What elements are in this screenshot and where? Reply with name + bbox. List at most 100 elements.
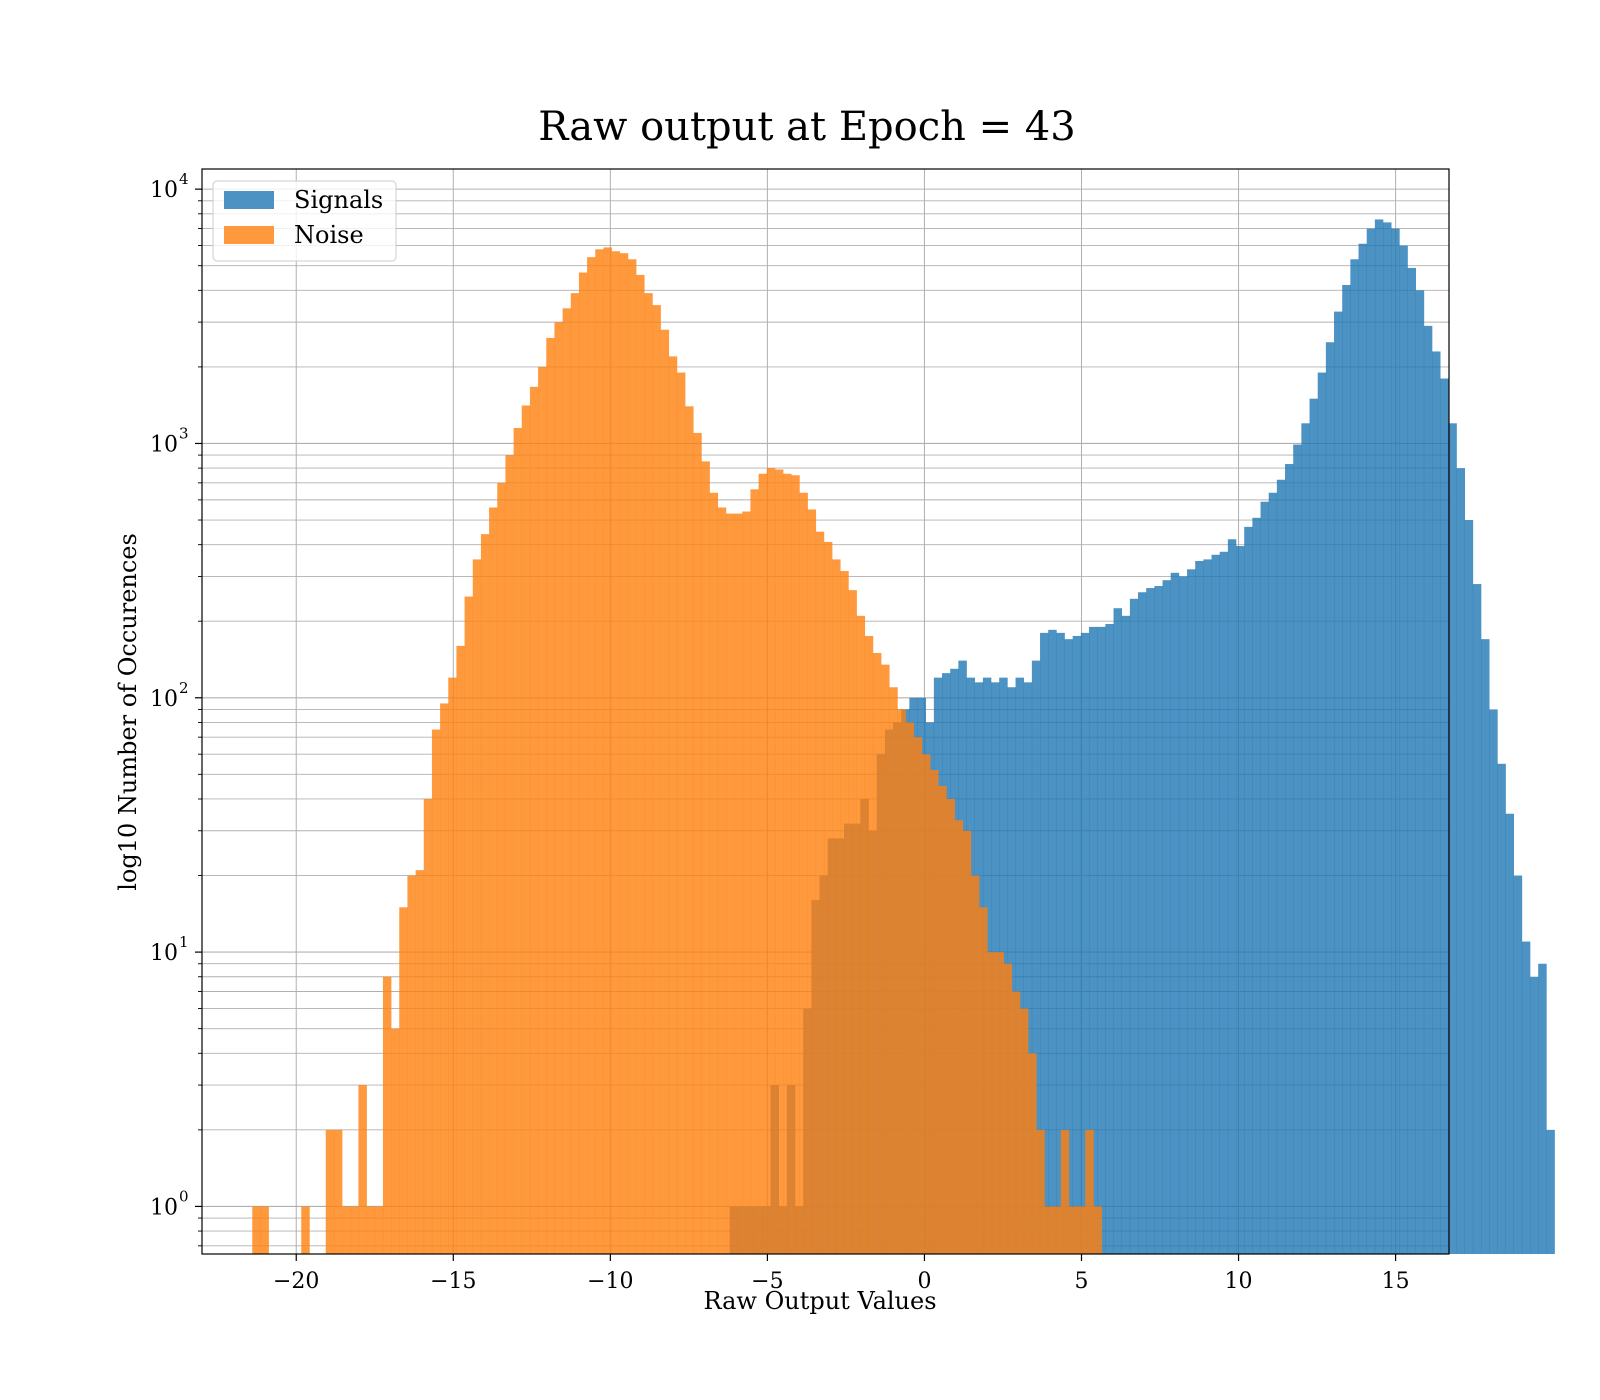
histogram-bar-noise: [497, 482, 506, 1254]
x-axis: −20 −15 −10 −5 0 5 10 15: [273, 1254, 1410, 1294]
histogram-bar-noise: [472, 559, 482, 1254]
histogram-bar-signals: [1113, 608, 1123, 1254]
histogram-bar-noise: [856, 615, 866, 1254]
histogram-bar-signals: [1089, 626, 1098, 1254]
histogram-bar-noise: [325, 1129, 335, 1254]
histogram-bar-noise: [431, 729, 441, 1254]
histogram-bar-noise: [897, 709, 906, 1254]
histogram-bar-signals: [1097, 626, 1106, 1254]
histogram-bar-noise: [538, 366, 547, 1255]
histogram-bar-noise: [848, 590, 857, 1254]
histogram-bar-noise: [758, 473, 768, 1254]
histogram-bar-noise: [938, 785, 947, 1254]
histogram-bar-signals: [1530, 976, 1539, 1254]
x-tick-label: −10: [587, 1269, 633, 1294]
histogram-bar-signals: [1440, 378, 1449, 1254]
histogram-bar-noise: [333, 1129, 343, 1254]
histogram-bar-noise: [489, 507, 498, 1255]
histogram-bar-signals: [1048, 629, 1057, 1254]
histogram-bar-noise: [1028, 1053, 1037, 1254]
histogram-bar-noise: [946, 798, 955, 1254]
histogram-bar-signals: [1505, 813, 1515, 1254]
histogram-bar-signals: [1056, 632, 1065, 1254]
histogram-bar-noise: [979, 907, 988, 1254]
histogram-bar-signals: [1383, 222, 1392, 1254]
histogram-bar-signals: [1170, 572, 1180, 1254]
histogram-bar-noise: [505, 455, 514, 1254]
histogram-bar-noise: [1068, 1206, 1078, 1254]
x-tick-label: 0: [917, 1269, 931, 1294]
chart-title: Raw output at Epoch = 43: [538, 104, 1075, 150]
histogram-bar-signals: [1391, 228, 1400, 1254]
histogram-bar-noise: [366, 1206, 376, 1254]
histogram-bar-noise: [668, 356, 678, 1254]
histogram-bar-noise: [415, 870, 425, 1254]
histogram-bar-signals: [1276, 479, 1286, 1255]
histogram-bar-noise: [889, 687, 898, 1254]
histogram-bar-noise: [562, 308, 572, 1255]
y-axis-label: log10 Number of Occurences: [114, 533, 142, 891]
histogram-bar-signals: [1146, 588, 1155, 1254]
histogram-bar-noise: [652, 305, 661, 1254]
histogram-bar-signals: [1350, 259, 1359, 1254]
histogram-bar-noise: [611, 251, 621, 1254]
series-layer: [252, 219, 1555, 1255]
histogram-bar-noise: [823, 541, 833, 1254]
histogram-bar-noise: [930, 770, 939, 1254]
legend-label-signals: Signals: [294, 186, 383, 214]
histogram-bar-signals: [1211, 554, 1221, 1254]
histogram-bar-signals: [1407, 267, 1417, 1254]
histogram-bar-signals: [1481, 639, 1490, 1254]
histogram-bar-noise: [587, 257, 596, 1255]
histogram-bar-signals: [1015, 677, 1025, 1254]
histogram-bar-noise: [701, 461, 710, 1254]
y-tick-exponent: 1: [179, 933, 189, 951]
histogram-bar-noise: [970, 875, 980, 1254]
histogram-bar-signals: [1399, 245, 1408, 1255]
histogram-bar-noise: [872, 652, 882, 1254]
histogram-bar-noise: [358, 1085, 367, 1254]
histogram-bar-signals: [1325, 342, 1335, 1254]
histogram-bar-noise: [905, 722, 915, 1254]
histogram-bar-signals: [1513, 875, 1523, 1254]
histogram-bar-noise: [423, 798, 433, 1254]
legend: Signals Noise: [212, 180, 397, 262]
histogram-bar-noise: [913, 737, 923, 1254]
histogram-bar-signals: [1464, 520, 1474, 1254]
histogram-bar-noise: [252, 1206, 261, 1254]
histogram-bar-signals: [1415, 290, 1425, 1254]
histogram-bar-signals: [1317, 372, 1327, 1254]
plot-area: [201, 168, 1555, 1255]
histogram-bar-noise: [595, 249, 604, 1255]
histogram-bar-noise: [440, 703, 449, 1254]
histogram-bar-signals: [1334, 311, 1343, 1255]
histogram-bar-signals: [1260, 501, 1270, 1255]
histogram-bar-noise: [260, 1206, 269, 1254]
histogram-bar-noise: [832, 559, 841, 1254]
histogram-bar-signals: [1268, 492, 1278, 1255]
series-noise: [252, 247, 1102, 1255]
histogram-bar-noise: [480, 534, 490, 1254]
histogram-bar-signals: [1497, 763, 1506, 1254]
histogram-bar-noise: [578, 272, 588, 1254]
histogram-bar-signals: [1456, 468, 1466, 1255]
histogram-bar-noise: [627, 259, 637, 1254]
histogram-bar-noise: [636, 274, 645, 1255]
y-tick-exponent: 3: [179, 424, 189, 442]
histogram-bar-noise: [774, 469, 784, 1254]
histogram-bar-noise: [864, 635, 874, 1254]
histogram-bar-signals: [1252, 517, 1261, 1254]
histogram-bar-signals: [1236, 546, 1245, 1254]
histogram-bar-signals: [1301, 423, 1310, 1254]
histogram-bar-noise: [995, 952, 1004, 1254]
histogram-bar-noise: [783, 473, 792, 1254]
histogram-bar-noise: [1036, 1129, 1045, 1254]
histogram-bar-noise: [603, 247, 612, 1254]
histogram-bar-noise: [693, 432, 702, 1255]
histogram-bar-noise: [954, 820, 964, 1254]
histogram-bar-signals: [1423, 325, 1433, 1254]
y-tick-label: 10: [150, 941, 178, 966]
